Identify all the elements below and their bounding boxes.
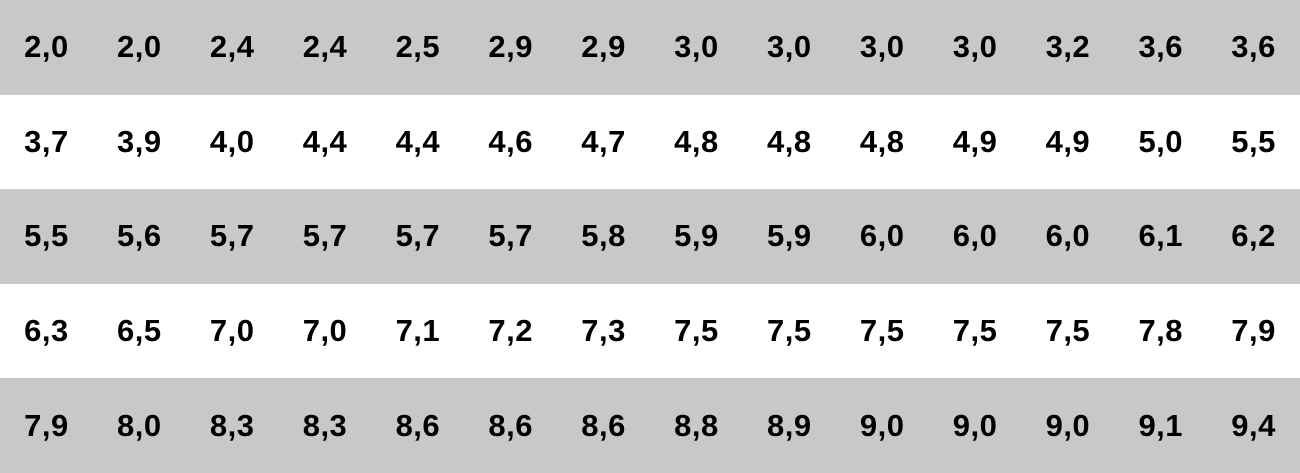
table-row: 2,0 2,0 2,4 2,4 2,5 2,9 2,9 3,0 3,0 3,0 3,0 3,2 3,6 3…	[0, 0, 1300, 95]
table-cell: 6,3	[24, 313, 69, 349]
table-cell: 3,0	[952, 29, 998, 65]
table-cell: 2,9	[581, 29, 626, 65]
table-cell: 4,9	[952, 123, 998, 159]
table-cell: 5,0	[1138, 123, 1184, 159]
table-cell: 4,0	[209, 123, 255, 159]
table-cell: 7,0	[209, 313, 255, 349]
table-cell: 8,8	[674, 407, 719, 443]
table-cell: 8,6	[395, 407, 441, 443]
table-cell: 7,9	[24, 407, 69, 443]
table-cell: 8,6	[581, 407, 626, 443]
table-cell: 5,8	[581, 218, 626, 254]
table-row: 5,5 5,6 5,7 5,7 5,7 5,7 5,8 5,9 5,9 6,0 6,0 6,0 6,1 6…	[0, 189, 1300, 284]
table-cell: 9,4	[1231, 407, 1276, 443]
table-row: 7,9 8,0 8,3 8,3 8,6 8,6 8,6 8,8 8,9 9,0 9,0 9,0 9,1 9…	[0, 378, 1300, 473]
table-row: 3,7 3,9 4,0 4,4 4,4 4,6 4,7 4,8 4,8 4,8 4,9 4,9 5,0 5…	[0, 94, 1300, 190]
table-cell: 3,7	[24, 123, 69, 159]
table-cell: 2,9	[488, 29, 534, 65]
table-cell: 7,2	[488, 313, 534, 349]
table-cell: 5,5	[24, 218, 69, 254]
table-cell: 2,4	[209, 29, 255, 65]
table-cell: 3,0	[859, 29, 905, 65]
table-cell: 5,7	[302, 218, 348, 254]
table-cell: 3,6	[1231, 29, 1276, 65]
table-cell: 7,3	[581, 313, 626, 349]
table-cell: 9,0	[952, 407, 998, 443]
table-cell: 4,8	[859, 123, 905, 159]
table-cell: 5,9	[767, 218, 812, 254]
table-cell: 7,8	[1138, 313, 1184, 349]
table-cell: 5,5	[1231, 123, 1276, 159]
table-cell: 2,0	[24, 29, 69, 65]
table-cell: 9,0	[859, 407, 905, 443]
table-cell: 7,5	[859, 313, 905, 349]
table-cell: 4,4	[302, 123, 348, 159]
table-cell: 3,6	[1138, 29, 1184, 65]
table-cell: 6,0	[952, 218, 998, 254]
table-cell: 4,9	[1045, 123, 1091, 159]
table-cell: 5,9	[674, 218, 719, 254]
table-cell: 4,7	[581, 123, 626, 159]
table-cell: 8,9	[767, 407, 812, 443]
table-cell: 6,0	[1045, 218, 1091, 254]
table-row: 6,3 6,5 7,0 7,0 7,1 7,2 7,3 7,5 7,5 7,5 7,5 7,5 7,8 7…	[0, 283, 1300, 379]
table-cell: 5,7	[209, 218, 255, 254]
table-cell: 7,5	[767, 313, 812, 349]
table-cell: 9,1	[1138, 407, 1184, 443]
table-cell: 7,5	[674, 313, 719, 349]
table-cell: 3,0	[767, 29, 812, 65]
table-cell: 4,6	[488, 123, 534, 159]
table-cell: 7,9	[1231, 313, 1276, 349]
table-cell: 5,7	[395, 218, 441, 254]
table-cell: 7,1	[395, 313, 441, 349]
table-cell: 3,2	[1045, 29, 1091, 65]
table-cell: 4,8	[767, 123, 812, 159]
table-cell: 8,3	[209, 407, 255, 443]
table-cell: 7,0	[302, 313, 348, 349]
table-cell: 3,0	[674, 29, 719, 65]
table-cell: 5,7	[488, 218, 534, 254]
table-cell: 4,4	[395, 123, 441, 159]
table-cell: 9,0	[1045, 407, 1091, 443]
table-cell: 3,9	[116, 123, 162, 159]
table-cell: 2,4	[302, 29, 348, 65]
table-cell: 6,5	[116, 313, 162, 349]
table-cell: 2,5	[395, 29, 441, 65]
table-cell: 5,6	[116, 218, 162, 254]
table-cell: 6,0	[859, 218, 905, 254]
table-cell: 7,5	[952, 313, 998, 349]
table-cell: 4,8	[674, 123, 719, 159]
table-cell: 8,0	[116, 407, 162, 443]
table-cell: 6,2	[1231, 218, 1276, 254]
table-cell: 7,5	[1045, 313, 1091, 349]
table-cell: 2,0	[116, 29, 162, 65]
table-cell: 6,1	[1138, 218, 1184, 254]
table-cell: 8,3	[302, 407, 348, 443]
table-cell: 8,6	[488, 407, 534, 443]
